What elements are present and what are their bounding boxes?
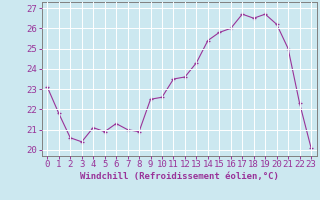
- X-axis label: Windchill (Refroidissement éolien,°C): Windchill (Refroidissement éolien,°C): [80, 172, 279, 181]
